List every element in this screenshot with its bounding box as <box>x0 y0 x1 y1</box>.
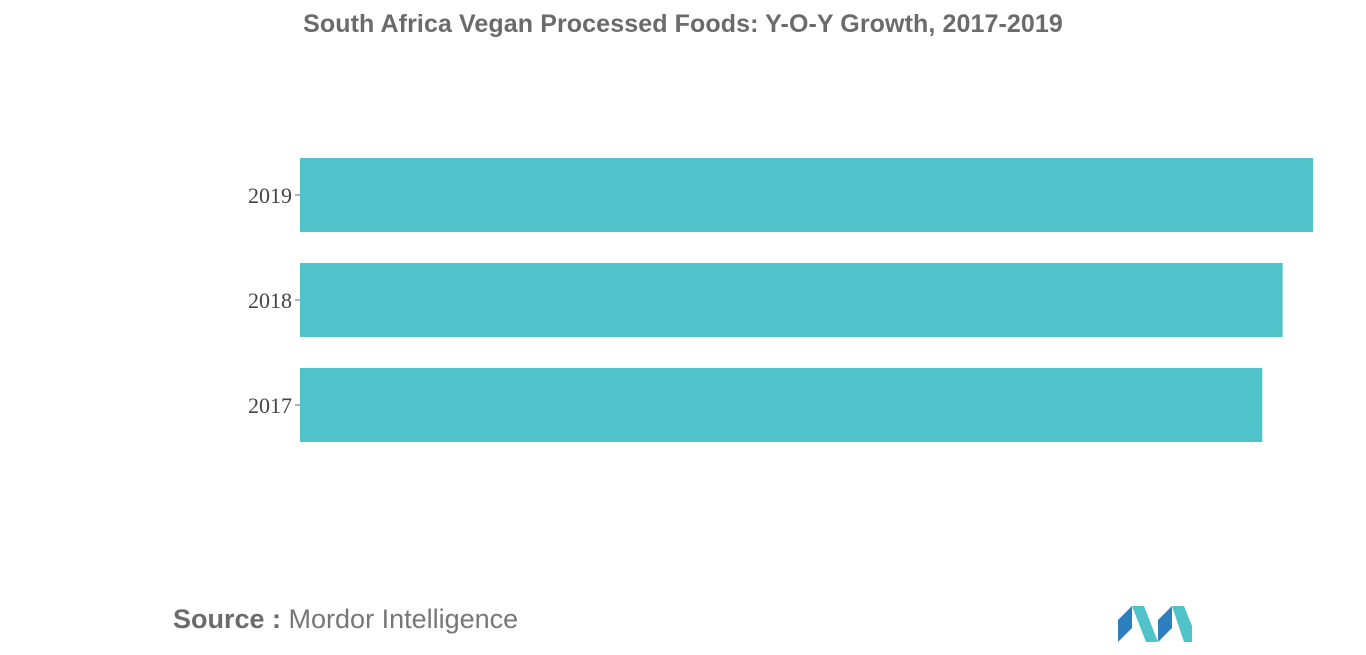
bar-2018 <box>300 263 1283 337</box>
mordor-intelligence-logo <box>1118 606 1192 642</box>
source-label: Source : <box>173 604 282 634</box>
bar-2017 <box>300 368 1263 442</box>
chart-title: South Africa Vegan Processed Foods: Y-O-… <box>303 10 1063 38</box>
bars-group <box>300 158 1313 442</box>
bar-2019 <box>300 158 1313 232</box>
source-name: Mordor Intelligence <box>288 604 519 634</box>
y-tick-label-2017: 2017 <box>248 393 292 418</box>
y-tick-label-2018: 2018 <box>248 288 292 313</box>
y-axis-ticks: 2019 2018 2017 <box>248 183 300 418</box>
source-note: Source : Mordor Intelligence <box>173 604 518 635</box>
y-tick-label-2019: 2019 <box>248 183 292 208</box>
